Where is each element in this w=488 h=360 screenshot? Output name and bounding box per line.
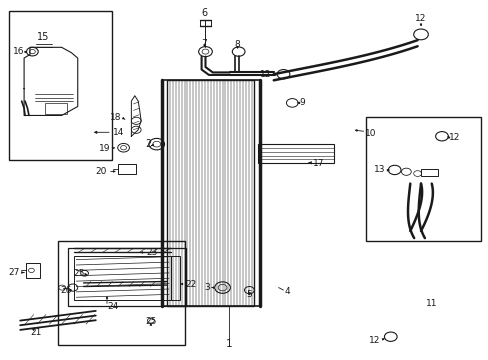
Text: 4: 4 [284, 287, 289, 296]
Text: 26: 26 [60, 286, 71, 295]
Text: 21: 21 [30, 328, 41, 337]
Text: 12: 12 [368, 336, 379, 345]
Text: 9: 9 [299, 98, 304, 107]
Text: 5: 5 [246, 290, 252, 299]
Text: 2: 2 [145, 139, 152, 149]
Text: 8: 8 [234, 40, 240, 49]
Bar [44, 103, 66, 114]
Text: 14: 14 [113, 128, 124, 137]
Bar [26, 263, 40, 278]
Bar [366, 117, 480, 241]
Bar [118, 163, 136, 174]
Bar [74, 256, 171, 300]
Text: 11: 11 [425, 299, 436, 308]
Text: 3: 3 [204, 283, 210, 292]
Text: 27: 27 [9, 268, 20, 277]
Text: 12: 12 [260, 70, 271, 79]
Text: 13: 13 [374, 166, 385, 175]
Text: 25: 25 [73, 269, 84, 278]
Text: 17: 17 [312, 159, 324, 168]
Bar [167, 80, 254, 306]
Bar [58, 241, 184, 345]
Text: 6: 6 [201, 8, 207, 18]
Text: 16: 16 [13, 47, 24, 56]
Text: 23: 23 [146, 248, 157, 257]
Text: 18: 18 [110, 113, 122, 122]
Text: 15: 15 [38, 32, 50, 41]
Text: 12: 12 [414, 14, 426, 23]
Text: 10: 10 [365, 129, 376, 138]
Bar [171, 256, 180, 300]
Text: 19: 19 [99, 144, 110, 153]
Text: 20: 20 [96, 167, 107, 176]
Bar [9, 12, 112, 160]
Text: 24: 24 [107, 302, 118, 311]
Text: 1: 1 [225, 339, 232, 349]
Text: 12: 12 [448, 133, 460, 142]
Text: 22: 22 [184, 280, 196, 289]
Bar [420, 168, 437, 176]
Bar [68, 248, 185, 306]
Text: 25: 25 [145, 317, 156, 326]
Bar [258, 144, 333, 163]
Text: 7: 7 [201, 39, 207, 48]
